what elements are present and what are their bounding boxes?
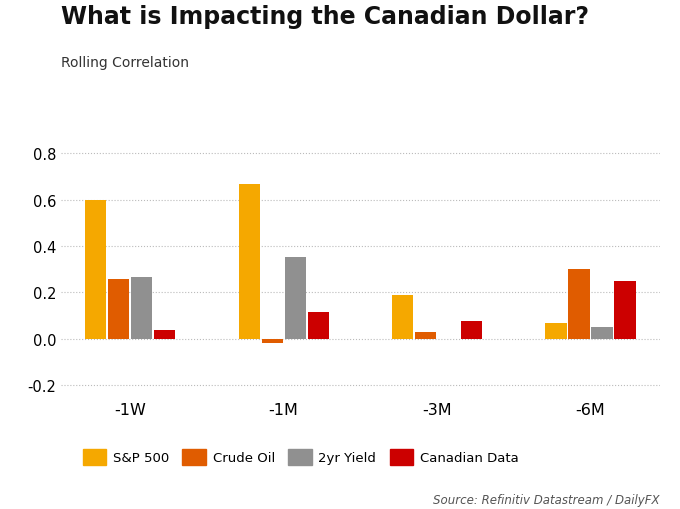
- Bar: [239, 184, 260, 339]
- Bar: [285, 257, 306, 339]
- Text: What is Impacting the Canadian Dollar?: What is Impacting the Canadian Dollar?: [61, 5, 589, 29]
- Bar: [592, 328, 613, 339]
- Bar: [545, 323, 566, 339]
- Bar: [108, 279, 129, 339]
- Legend: S&P 500, Crude Oil, 2yr Yield, Canadian Data: S&P 500, Crude Oil, 2yr Yield, Canadian …: [78, 444, 524, 470]
- Bar: [392, 295, 413, 339]
- Bar: [85, 201, 106, 339]
- Bar: [415, 332, 436, 339]
- Text: Rolling Correlation: Rolling Correlation: [61, 56, 189, 70]
- Text: Source: Refinitiv Datastream / DailyFX: Source: Refinitiv Datastream / DailyFX: [433, 494, 660, 506]
- Bar: [307, 313, 329, 339]
- Bar: [131, 278, 152, 339]
- Bar: [615, 281, 636, 339]
- Bar: [461, 322, 482, 339]
- Bar: [154, 330, 175, 339]
- Bar: [568, 270, 590, 339]
- Bar: [262, 339, 283, 344]
